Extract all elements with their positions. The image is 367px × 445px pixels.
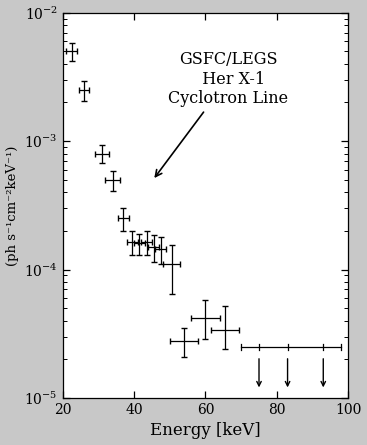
Y-axis label: (ph s⁻¹cm⁻²keV⁻¹): (ph s⁻¹cm⁻²keV⁻¹) bbox=[6, 145, 19, 266]
X-axis label: Energy [keV]: Energy [keV] bbox=[150, 422, 261, 440]
Text: GSFC/LEGS
  Her X-1
Cyclotron Line: GSFC/LEGS Her X-1 Cyclotron Line bbox=[155, 51, 288, 177]
